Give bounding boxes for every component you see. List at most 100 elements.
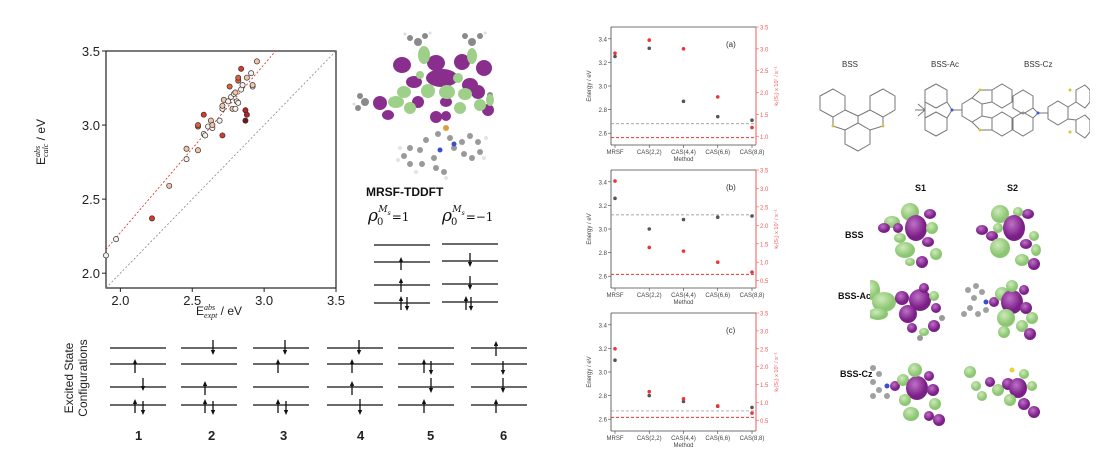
data-point [243,111,250,118]
method-chart-a: 2.6 2.8 3.0 3.2 3.4 1.0 1.5 2.0 2.5 3.0 3.5 MRSF CAS… [587,26,780,164]
y-tick-label: 2.6 [599,132,608,138]
configuration-4-label: 4 [357,428,365,443]
structure-label-bss: BSS [842,60,859,69]
x-axis-title: Method [673,443,693,449]
series-point [750,270,754,274]
series-point [613,346,617,351]
right-tick-label: 0.5 [760,279,769,285]
right-tick-label: 3.0 [760,329,769,335]
series-point [750,411,754,415]
series-point [647,227,652,231]
category-label: CAS(8,8) [740,436,765,442]
x-label-sub: expt [204,311,218,320]
data-point [226,83,233,90]
category-label: CAS(4,4) [671,150,696,156]
col1-text: S1 [915,183,927,193]
y-tick-label: 3.2 [599,204,608,210]
data-point [166,182,173,189]
chemical-structures [819,83,1090,152]
right-tick-label: 1.0 [760,401,769,407]
method-label: MRSF-TDDFT [366,185,444,199]
data-point [219,102,226,109]
y-tick-label: 2.6 [599,418,608,424]
series-point [681,217,686,222]
data-point [149,215,155,222]
right-tick-label: 3.5 [760,312,769,318]
structure-label-bss-ac: BSS-Ac [931,60,960,69]
series-point [613,196,617,201]
series-point [647,38,652,42]
right-tick-label: 1.5 [760,242,769,248]
x-tick-label: 3.5 [327,293,345,308]
data-point [225,98,232,105]
right-tick-label: 2.0 [760,365,769,371]
series-point [681,399,686,404]
y-axis-title: Energy / eV [587,70,593,101]
orbital-col-s2: S2 [1007,183,1018,193]
y-label-base: E [34,156,49,165]
data-point [243,74,250,81]
data-point [249,82,256,89]
series-point [715,95,720,99]
orbital-images [870,203,1041,426]
col2-text: S2 [1007,183,1019,193]
category-label: CAS(2,2) [637,293,662,299]
series-point [715,260,720,264]
category-label: MRSF [607,436,624,442]
axis-label-line1: Excited State [62,342,76,414]
y-label-unit: / eV [34,118,49,144]
right-axis-title: kᵣ(S₁) x 10⁷ / s⁻¹ [773,352,780,391]
data-point [202,132,209,139]
x-tick-label: 3.0 [255,293,273,308]
category-label: CAS(6,6) [705,293,730,299]
y-tick-label: 3.0 [599,371,608,377]
right-tick-label: 1.5 [760,383,769,389]
data-point [219,132,226,139]
data-point [195,147,201,154]
data-point [209,122,216,129]
right-axis-title: kᵣ(S₁) x 10⁷ / s⁻¹ [773,209,780,248]
x-label-unit: / eV [217,304,243,319]
orbital-row-bss-ac: BSS-Ac [838,291,872,301]
configuration-6-label: 6 [500,428,508,443]
y-tick-label: 2.8 [599,108,608,114]
y-tick-label: 2.0 [82,266,100,281]
y-tick-label: 3.2 [599,61,608,67]
configuration-2-label: 2 [208,428,216,443]
right-tick-label: 2.5 [760,205,769,211]
right-tick-label: 1.0 [760,135,769,141]
x-label-base: E [196,304,205,319]
series-point [647,393,652,398]
y-tick-label: 3.4 [599,323,608,329]
series-point [613,51,617,56]
series-point [715,404,720,408]
fit-line [105,50,276,250]
data-point [248,70,255,77]
data-point [183,145,190,152]
data-point [216,117,223,124]
y-tick-label: 2.6 [599,275,608,281]
axis-label-line2: Configurations [76,339,90,417]
x-label-sup: abs [204,303,216,312]
category-label: CAS(6,6) [705,150,730,156]
series-point [750,118,754,123]
configuration-3-label: 3 [280,428,288,443]
y-tick-label: 3.4 [599,180,608,186]
right-axis-title: kᵣ(S₁) x 10⁷ / s⁻¹ [773,66,780,105]
data-point [238,65,245,72]
right-tick-label: 2.0 [760,224,769,230]
series-point [750,125,754,130]
y-tick-label: 3.0 [599,228,608,234]
right-tick-label: 2.5 [760,347,769,353]
data-point [235,99,242,106]
series-point [681,47,686,51]
x-axis-title: Method [673,157,693,163]
series-point [647,245,652,250]
series-point [715,215,720,219]
right-tick-label: 1.5 [760,113,769,119]
category-label: CAS(2,2) [637,436,662,442]
right-tick-label: 3.5 [760,169,769,175]
series-point [681,99,686,104]
